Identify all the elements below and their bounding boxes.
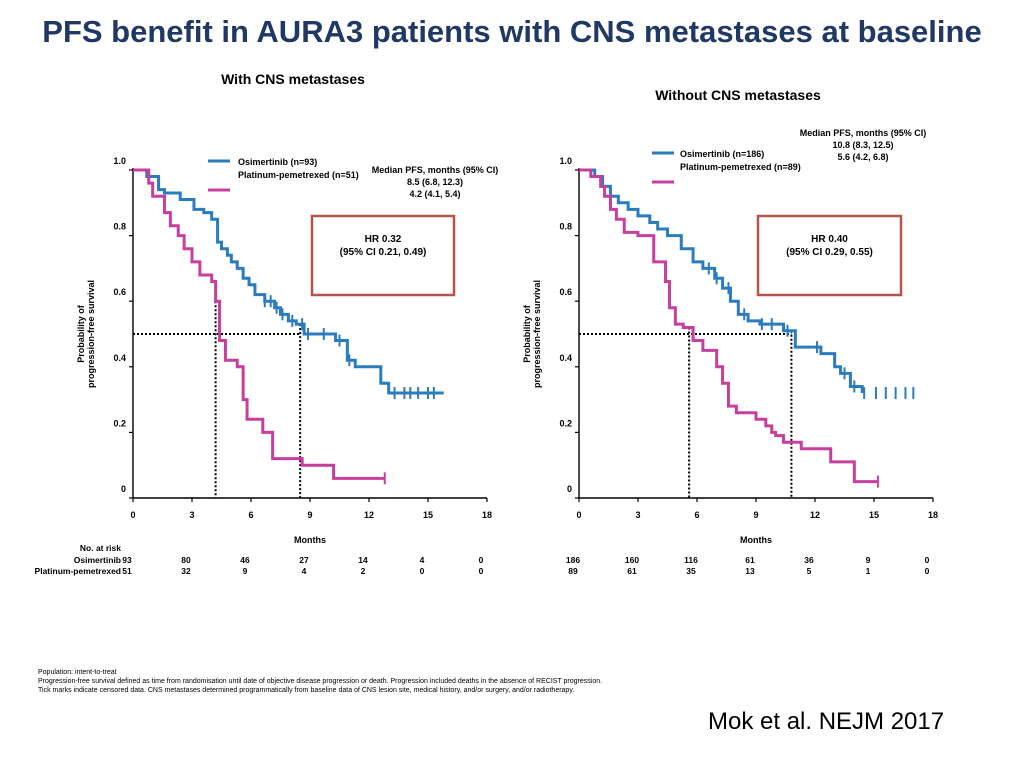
hr-text: HR 0.32 [365,234,402,245]
median-value: 10.8 (8.3, 12.5) [832,140,893,150]
risk-value: 0 [479,555,484,565]
y-tick-label: 0.8 [559,222,572,232]
risk-value: 51 [122,566,132,576]
y-axis-label: Probability of [522,304,532,363]
risk-value: 4 [420,555,425,565]
risk-value: 0 [420,566,425,576]
risk-value: 5 [807,566,812,576]
risk-value: 89 [568,566,578,576]
risk-value: 0 [925,555,930,565]
risk-value: 13 [745,566,755,576]
x-tick-label: 12 [810,510,820,520]
legend-label: Osimertinib (n=93) [238,157,317,167]
risk-value: 0 [479,566,484,576]
legend-label: Platinum-pemetrexed (n=51) [238,170,359,180]
risk-row-label: Osimertinib [74,555,121,565]
risk-value: 32 [181,566,191,576]
x-axis-label: Months [294,535,326,545]
median-value: 5.6 (4.2, 6.8) [837,152,888,162]
y-axis-label: progression-free survival [86,280,96,388]
risk-value: 9 [243,566,248,576]
x-tick-label: 3 [635,510,640,520]
y-tick-label: 0.6 [113,287,126,297]
risk-value: 14 [358,555,368,565]
footnote-censoring: Tick marks indicate censored data. CNS m… [38,687,575,694]
panel-title: Without CNS metastases [655,87,821,103]
risk-table-header: No. at risk [80,543,121,553]
x-tick-label: 18 [482,510,492,520]
risk-value: 93 [122,555,132,565]
footnotes: Population: intent-to-treat Progression-… [38,668,718,695]
y-tick-label: 0.6 [559,287,572,297]
risk-value: 1 [866,566,871,576]
x-tick-label: 0 [130,510,135,520]
x-tick-label: 0 [576,510,581,520]
km-panel-2: Without CNS metastases 0 0.2 0.4 0.6 0.8 1.0 0 3… [522,87,938,576]
y-tick-label: 0.4 [559,353,572,363]
risk-value: 186 [566,555,580,565]
x-tick-label: 9 [753,510,758,520]
hr-box [756,214,903,297]
risk-value: 35 [686,566,696,576]
y-axis-label: Probability of [76,304,86,363]
series-line-osimertinib [579,168,864,394]
series-line-osimertinib [133,168,444,395]
x-tick-label: 6 [694,510,699,520]
citation: Mok et al. NEJM 2017 [708,708,945,735]
x-tick-label: 12 [364,510,374,520]
x-tick-label: 15 [869,510,879,520]
hr-text: (95% CI 0.21, 0.49) [340,247,427,258]
median-header: Median PFS, months (95% CI) [800,128,927,138]
y-tick-label: 0.2 [559,418,572,428]
y-tick-label: 1.0 [559,156,572,166]
y-tick-label: 0 [567,484,572,494]
x-tick-label: 6 [248,510,253,520]
series-line-platinum-pemetrexed [133,168,385,480]
x-tick-label: 3 [189,510,194,520]
y-tick-label: 0.2 [113,418,126,428]
panel-title: With CNS metastases [221,71,365,87]
legend-label: Osimertinib (n=186) [680,149,764,159]
series-line-platinum-pemetrexed [579,168,878,484]
y-tick-label: 1.0 [113,156,126,166]
y-axis-label: progression-free survival [532,280,542,388]
risk-value: 61 [745,555,755,565]
median-header: Median PFS, months (95% CI) [372,165,499,175]
hr-text: HR 0.40 [811,234,848,245]
risk-value: 116 [684,555,698,565]
risk-value: 4 [302,566,307,576]
x-tick-label: 18 [928,510,938,520]
y-tick-label: 0.4 [113,353,126,363]
risk-value: 9 [866,555,871,565]
km-panel-1: With CNS metastases 0 0.2 0.4 0.6 0.8 1.0 0 3 6 9 1… [35,71,499,576]
risk-value: 0 [925,566,930,576]
median-value: 8.5 (6.8, 12.3) [407,177,463,187]
y-tick-label: 0 [121,484,126,494]
median-value: 4.2 (4.1, 5.4) [409,189,460,199]
risk-value: 46 [240,555,250,565]
risk-value: 27 [299,555,309,565]
x-axis-label: Months [740,535,772,545]
risk-row-label: Platinum-pemetrexed [35,566,121,576]
risk-value: 36 [804,555,814,565]
y-tick-label: 0.8 [113,222,126,232]
x-tick-label: 15 [423,510,433,520]
risk-value: 160 [625,555,639,565]
x-tick-label: 9 [307,510,312,520]
risk-value: 80 [181,555,191,565]
footnote-pfs-definition: Progression-free survival defined as tim… [38,678,603,685]
slide-title: PFS benefit in AURA3 patients with CNS m… [42,14,982,49]
footnote-population: Population: intent-to-treat [38,669,117,676]
legend-label: Platinum-pemetrexed (n=89) [680,162,801,172]
risk-value: 2 [361,566,366,576]
hr-box [310,214,456,297]
hr-text: (95% CI 0.29, 0.55) [786,247,873,258]
risk-value: 61 [627,566,637,576]
